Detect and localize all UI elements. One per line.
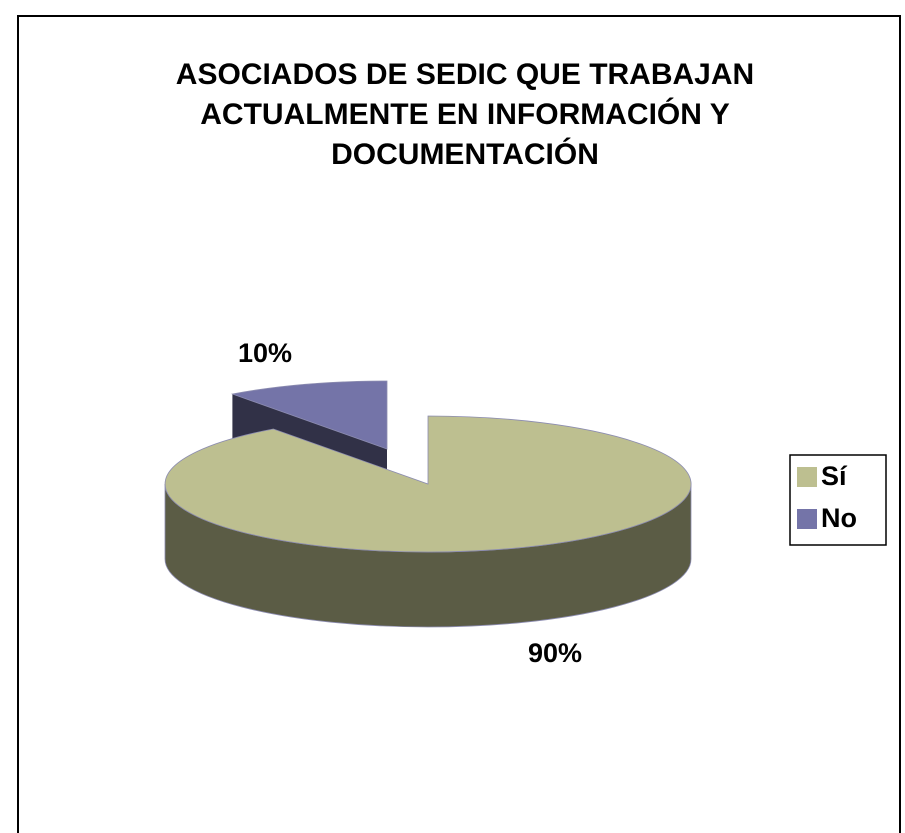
legend-swatch <box>797 509 817 529</box>
slice-top <box>230 380 388 450</box>
pie-slice <box>164 415 692 628</box>
chart-frame <box>17 15 901 833</box>
chart-title: ASOCIADOS DE SEDIC QUE TRABAJAN ACTUALME… <box>175 58 755 171</box>
legend-label: Sí <box>821 461 848 491</box>
slice-top <box>164 415 692 553</box>
data-label: 10% <box>238 338 292 368</box>
legend-swatch <box>797 467 817 487</box>
data-label: 90% <box>528 638 582 668</box>
legend-label: No <box>821 503 857 533</box>
